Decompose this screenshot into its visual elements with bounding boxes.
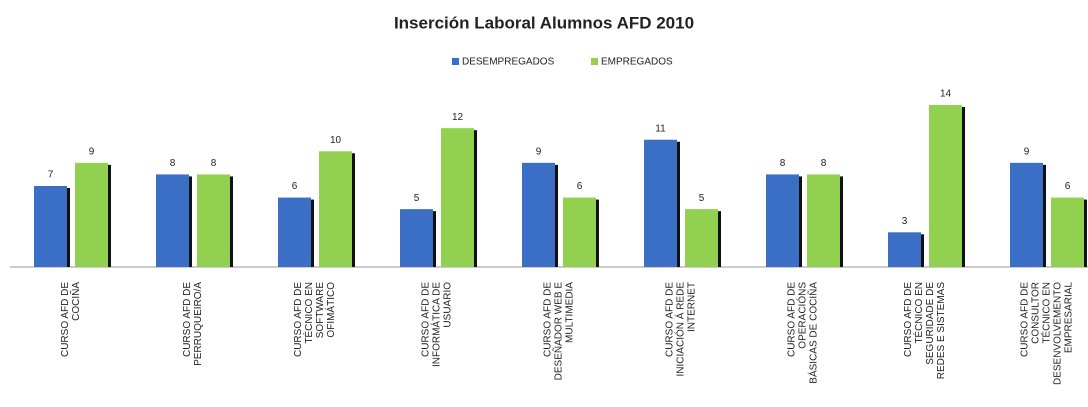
legend-label: EMPREGADOS bbox=[601, 57, 673, 68]
value-label: 9 bbox=[89, 146, 95, 157]
value-label: 5 bbox=[699, 193, 705, 204]
value-label: 9 bbox=[1024, 146, 1030, 157]
x-tick-label: CURSO AFD DE DESEÑADOR WEB E MULTIMEDIA bbox=[542, 282, 576, 381]
bar bbox=[75, 162, 108, 267]
value-label: 8 bbox=[780, 158, 786, 169]
x-tick-label: CURSO AFD DE TÉCNICO EN SEGURIDADE DE RE… bbox=[903, 282, 947, 380]
value-label: 7 bbox=[48, 170, 54, 181]
x-tick-label: CURSO AFD DE OPERACIÓNS BÁSICAS DE COCIÑ… bbox=[786, 282, 820, 384]
bar bbox=[156, 174, 189, 267]
value-label: 6 bbox=[577, 181, 583, 192]
bar bbox=[34, 186, 67, 267]
bar bbox=[319, 151, 352, 267]
bar bbox=[685, 209, 718, 267]
bar bbox=[197, 174, 230, 267]
value-label: 8 bbox=[821, 158, 827, 169]
chart-title: Inserción Laboral Alumnos AFD 2010 bbox=[394, 13, 694, 32]
x-tick-label: CURSO AFD DE CONSULTOR TÉCNICO EN DESENV… bbox=[1019, 282, 1075, 385]
value-label: 11 bbox=[655, 123, 666, 134]
value-label: 8 bbox=[170, 158, 176, 169]
value-label: 6 bbox=[1065, 181, 1071, 192]
bar bbox=[400, 209, 433, 267]
legend-swatch bbox=[452, 58, 459, 65]
x-tick-label: CURSO AFD DE TÉCNICO EN SOFTWARE OFIMÁTI… bbox=[293, 282, 337, 358]
x-tick-label: CURSO AFD DE INICIACIÓN Á REDE INTERNET bbox=[664, 282, 698, 377]
x-tick-label: CURSO AFD DE PERRUQUEIRO/A bbox=[182, 282, 204, 366]
legend-label: DESEMPREGADOS bbox=[462, 57, 555, 68]
value-label: 14 bbox=[940, 89, 952, 100]
x-tick-label: CURSO AFD DE COCIÑA bbox=[60, 282, 82, 358]
value-label: 8 bbox=[211, 158, 217, 169]
bar bbox=[441, 128, 474, 267]
bar bbox=[644, 139, 677, 267]
bar bbox=[929, 105, 962, 267]
value-label: 3 bbox=[902, 216, 908, 227]
value-label: 5 bbox=[414, 193, 420, 204]
x-tick-label: CURSO AFD DE INFORMÁTICA DE USUARIO bbox=[420, 282, 454, 368]
value-label: 6 bbox=[292, 181, 298, 192]
bar bbox=[766, 174, 799, 267]
bar bbox=[1051, 197, 1084, 267]
value-label: 9 bbox=[536, 146, 542, 157]
value-label: 10 bbox=[330, 135, 342, 146]
bar bbox=[888, 232, 921, 267]
legend-swatch bbox=[591, 58, 598, 65]
bar bbox=[278, 197, 311, 267]
value-label: 12 bbox=[452, 112, 464, 123]
bar bbox=[522, 162, 555, 267]
bar bbox=[563, 197, 596, 267]
bar bbox=[807, 174, 840, 267]
bar bbox=[1010, 162, 1043, 267]
